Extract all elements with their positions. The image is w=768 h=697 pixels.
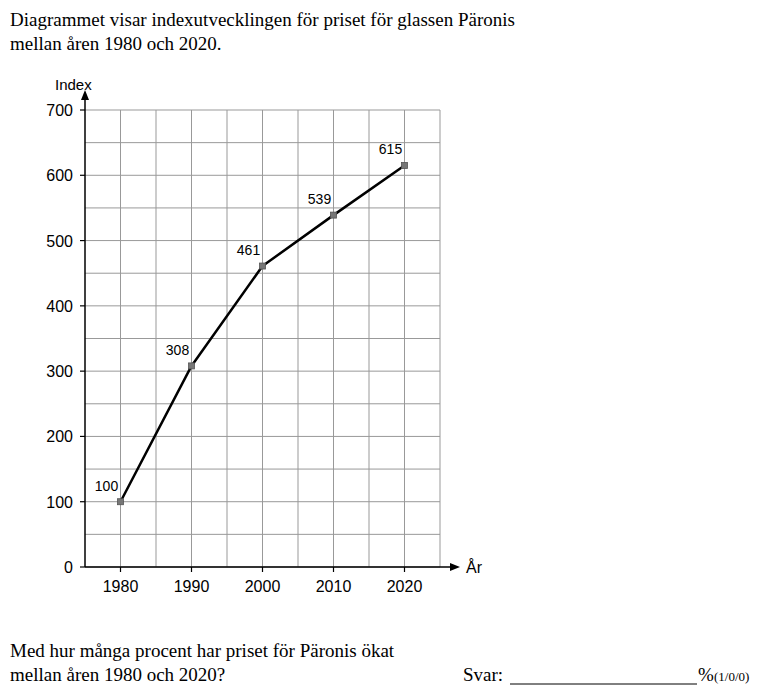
data-label: 615 — [379, 141, 403, 157]
points: (1/0/0) — [714, 669, 749, 684]
plot-data — [118, 162, 408, 504]
point-marker — [189, 363, 195, 369]
answer-unit: % — [698, 664, 714, 685]
x-axis — [85, 566, 456, 568]
y-tick-label: 300 — [46, 363, 73, 380]
grid-line — [85, 240, 440, 241]
y-tick — [80, 371, 85, 372]
y-tick — [80, 109, 85, 110]
grid-line — [85, 501, 440, 502]
y-tick — [80, 305, 85, 306]
y-tick — [80, 566, 85, 567]
x-tick — [120, 567, 121, 572]
minor-grid-line — [85, 338, 440, 339]
answer-line — [510, 684, 697, 685]
grid-line — [85, 110, 440, 111]
x-tick — [404, 567, 405, 572]
data-label: 539 — [308, 191, 332, 207]
y-tick-label: 600 — [46, 167, 73, 184]
y-tick — [80, 436, 85, 437]
intro-text: Diagrammet visar indexutvecklingen för p… — [10, 9, 515, 30]
y-tick-label: 100 — [46, 494, 73, 511]
point-marker — [402, 162, 408, 168]
minor-grid-line — [85, 403, 440, 404]
grid-line — [85, 371, 440, 372]
x-tick-label: 2000 — [245, 578, 281, 595]
y-tick — [80, 175, 85, 176]
data-label: 100 — [95, 478, 119, 494]
y-tick-label: 200 — [46, 428, 73, 445]
grid — [85, 110, 440, 567]
x-tick-label: 1980 — [103, 578, 139, 595]
x-axis-label: År — [466, 558, 483, 576]
y-tick-label: 0 — [64, 559, 73, 576]
minor-grid-line — [85, 273, 440, 274]
grid-line — [85, 175, 440, 176]
x-axis-arrow — [450, 563, 460, 571]
y-tick-label: 400 — [46, 298, 73, 315]
y-axis-label: Index — [55, 76, 92, 93]
minor-grid-line — [85, 207, 440, 208]
point-marker — [118, 499, 124, 505]
grid-line — [85, 436, 440, 437]
x-tick-label: 1990 — [174, 578, 210, 595]
answer-label: Svar: — [463, 664, 503, 685]
x-tick-label: 2010 — [316, 578, 352, 595]
minor-grid-line — [85, 534, 440, 535]
data-label: 308 — [166, 342, 190, 358]
y-tick-label: 700 — [46, 102, 73, 119]
x-tick — [191, 567, 192, 572]
grid-line — [85, 305, 440, 306]
y-tick — [80, 501, 85, 502]
point-marker — [331, 212, 337, 218]
question-text: Med hur många procent har priset för Pär… — [10, 640, 395, 661]
x-tick — [262, 567, 263, 572]
y-tick — [80, 240, 85, 241]
x-tick-label: 2020 — [387, 578, 423, 595]
point-marker — [260, 263, 266, 269]
index-line — [121, 165, 405, 501]
y-tick-label: 500 — [46, 233, 73, 250]
data-label: 461 — [237, 242, 261, 258]
x-tick — [333, 567, 334, 572]
question-text: mellan åren 1980 och 2020? — [10, 664, 225, 685]
intro-text: mellan åren 1980 och 2020. — [10, 33, 222, 54]
y-axis — [84, 94, 86, 567]
